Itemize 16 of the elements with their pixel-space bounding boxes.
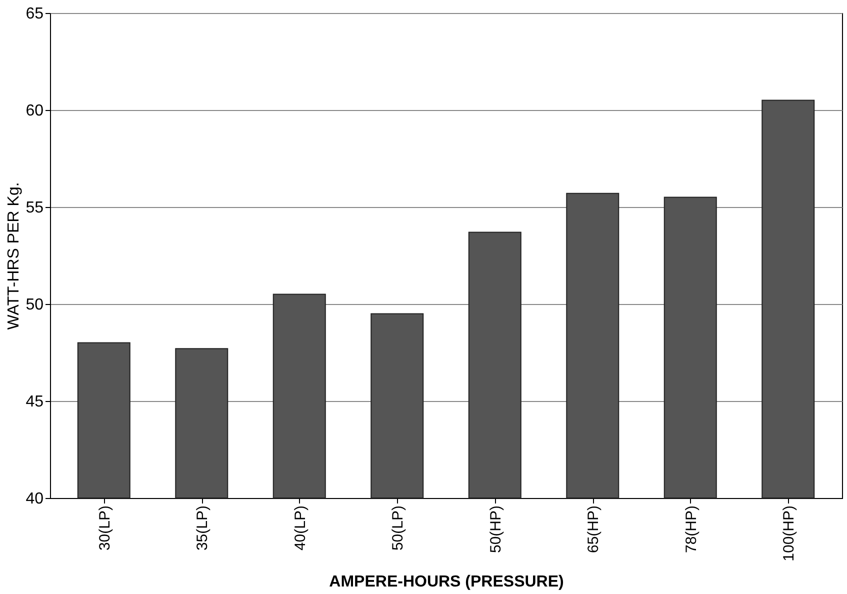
y-tick-label: 55 xyxy=(26,200,44,216)
x-axis-title: AMPERE-HOURS (PRESSURE) xyxy=(329,573,564,590)
y-tick-label: 40 xyxy=(26,490,44,508)
x-tick-label: 65(HP) xyxy=(585,506,602,554)
x-tick-label: 100(HP) xyxy=(780,506,798,562)
x-tick-label: 40(LP) xyxy=(292,506,309,551)
x-tick-label: 50(LP) xyxy=(390,506,407,551)
y-axis-title: WATT-HRS PER Kg. xyxy=(6,182,23,330)
y-tick-label: 45 xyxy=(26,394,44,410)
x-tick-label: 78(HP) xyxy=(682,506,700,554)
y-tick-label: 60 xyxy=(26,102,44,120)
y-tick-label: 65 xyxy=(26,6,44,22)
x-tick-label: 30(LP) xyxy=(96,506,114,551)
x-tick-label: 35(LP) xyxy=(194,506,212,551)
x-tick-label: 50(HP) xyxy=(487,506,504,554)
y-tick-label: 50 xyxy=(26,296,44,314)
